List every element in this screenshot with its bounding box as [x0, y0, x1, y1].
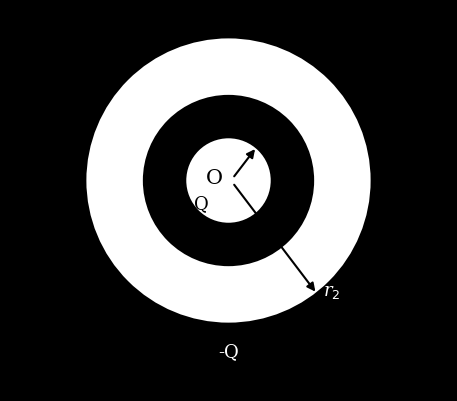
Circle shape: [85, 36, 372, 324]
Text: r$_1$: r$_1$: [259, 136, 276, 154]
Circle shape: [144, 97, 313, 264]
Text: r$_2$: r$_2$: [323, 283, 341, 301]
Text: -Q: -Q: [218, 343, 239, 361]
Text: d$_2$: d$_2$: [226, 58, 247, 79]
Text: +Q: +Q: [179, 195, 209, 213]
Text: d$_1$: d$_1$: [174, 120, 196, 141]
Text: O: O: [206, 169, 223, 188]
Circle shape: [185, 137, 272, 225]
